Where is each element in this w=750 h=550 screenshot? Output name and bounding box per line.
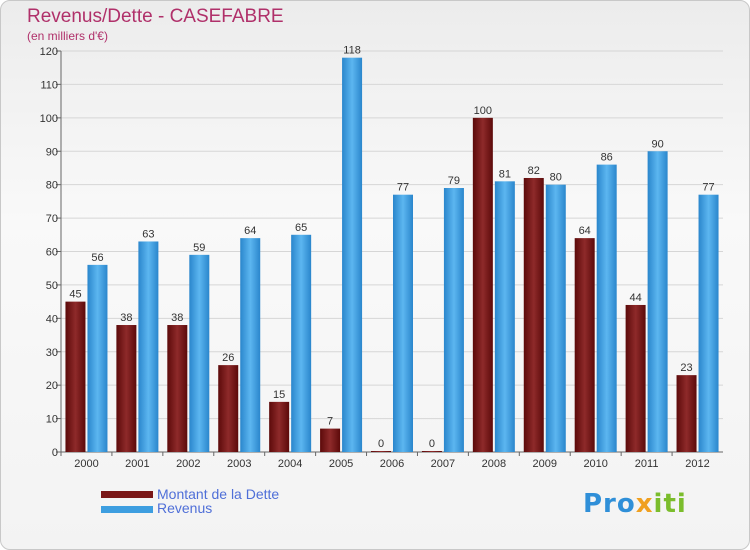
bar-revenus bbox=[545, 184, 566, 452]
y-tick-label: 50 bbox=[46, 280, 58, 292]
bar-debt bbox=[676, 375, 697, 452]
x-tick-label: 2006 bbox=[380, 458, 404, 470]
bar-revenus bbox=[189, 254, 210, 452]
data-label-debt: 0 bbox=[378, 438, 384, 450]
bar-revenus bbox=[393, 194, 413, 453]
y-tick-label: 90 bbox=[46, 146, 58, 158]
bar-debt bbox=[65, 301, 86, 452]
bar-revenus bbox=[494, 181, 515, 452]
bar-debt bbox=[269, 401, 290, 452]
y-tick-label: 60 bbox=[46, 247, 58, 259]
y-tick-label: 10 bbox=[46, 414, 58, 426]
data-label-revenus: 63 bbox=[142, 228, 154, 240]
x-tick-label: 2002 bbox=[176, 458, 200, 470]
proxiti-logo: Proxiti bbox=[583, 489, 687, 519]
x-tick-label: 2001 bbox=[125, 458, 149, 470]
x-tick-label: 2012 bbox=[685, 458, 709, 470]
bar-revenus bbox=[596, 164, 617, 452]
x-tick-label: 2007 bbox=[431, 458, 455, 470]
x-tick-label: 2008 bbox=[482, 458, 506, 470]
bar-revenus bbox=[291, 234, 312, 452]
data-label-debt: 100 bbox=[474, 105, 492, 117]
data-label-debt: 44 bbox=[629, 292, 641, 304]
data-label-debt: 23 bbox=[680, 362, 692, 374]
data-label-debt: 0 bbox=[429, 438, 435, 450]
data-label-revenus: 90 bbox=[651, 138, 663, 150]
bar-revenus bbox=[342, 57, 363, 452]
bar-debt bbox=[472, 117, 493, 452]
chart-title: Revenus/Dette - CASEFABRE bbox=[27, 6, 284, 27]
data-label-debt: 7 bbox=[327, 416, 333, 428]
bar-revenus bbox=[443, 188, 464, 452]
data-label-revenus: 79 bbox=[448, 175, 460, 187]
bar-debt bbox=[167, 325, 188, 452]
y-tick-label: 120 bbox=[40, 46, 58, 58]
x-tick-label: 2004 bbox=[278, 458, 302, 470]
data-label-revenus: 65 bbox=[295, 222, 307, 234]
bar-debt bbox=[625, 304, 646, 452]
data-label-revenus: 64 bbox=[244, 225, 256, 237]
x-tick-label: 2005 bbox=[329, 458, 353, 470]
y-tick-label: 70 bbox=[46, 213, 58, 225]
data-label-revenus: 56 bbox=[91, 252, 103, 264]
data-label-debt: 82 bbox=[528, 165, 540, 177]
bar-debt bbox=[218, 365, 239, 452]
bar-revenus bbox=[240, 238, 261, 452]
data-label-debt: 15 bbox=[273, 389, 285, 401]
legend-swatch-revenus bbox=[101, 506, 153, 513]
y-tick-label: 110 bbox=[40, 79, 58, 91]
data-label-revenus: 81 bbox=[499, 168, 511, 180]
x-tick-label: 2011 bbox=[635, 458, 659, 470]
bar-revenus bbox=[647, 151, 668, 452]
data-label-debt: 45 bbox=[69, 289, 81, 301]
data-label-debt: 26 bbox=[222, 352, 234, 364]
data-label-revenus: 118 bbox=[343, 45, 361, 57]
y-tick-label: 100 bbox=[40, 113, 58, 125]
data-label-revenus: 80 bbox=[550, 172, 562, 184]
legend-label-revenus: Revenus bbox=[157, 500, 213, 516]
data-label-debt: 38 bbox=[120, 312, 132, 324]
bar-revenus bbox=[698, 194, 719, 453]
y-tick-label: 20 bbox=[46, 380, 58, 392]
y-tick-label: 80 bbox=[46, 180, 58, 192]
bar-debt bbox=[574, 238, 595, 452]
bar-revenus bbox=[87, 264, 108, 452]
bar-debt bbox=[116, 325, 137, 452]
data-label-debt: 38 bbox=[171, 312, 183, 324]
data-label-debt: 64 bbox=[579, 225, 591, 237]
chart-subtitle: (en milliers d'€) bbox=[27, 29, 108, 43]
data-label-revenus: 59 bbox=[193, 242, 205, 254]
x-tick-label: 2000 bbox=[74, 458, 98, 470]
data-label-revenus: 77 bbox=[702, 182, 714, 194]
data-label-revenus: 86 bbox=[601, 152, 613, 164]
y-tick-label: 40 bbox=[46, 313, 58, 325]
x-tick-label: 2010 bbox=[583, 458, 607, 470]
bar-debt bbox=[320, 428, 341, 452]
bar-debt bbox=[421, 451, 442, 452]
x-tick-label: 2009 bbox=[533, 458, 557, 470]
legend-label-debt: Montant de la Dette bbox=[157, 486, 280, 502]
data-label-revenus: 77 bbox=[397, 182, 409, 194]
y-tick-label: 30 bbox=[46, 347, 58, 359]
bar-debt bbox=[371, 451, 391, 452]
bar-revenus bbox=[138, 241, 159, 452]
y-tick-label: 0 bbox=[52, 447, 58, 459]
legend-swatch-debt bbox=[101, 491, 153, 498]
bar-debt bbox=[523, 177, 544, 452]
x-tick-label: 2003 bbox=[227, 458, 251, 470]
